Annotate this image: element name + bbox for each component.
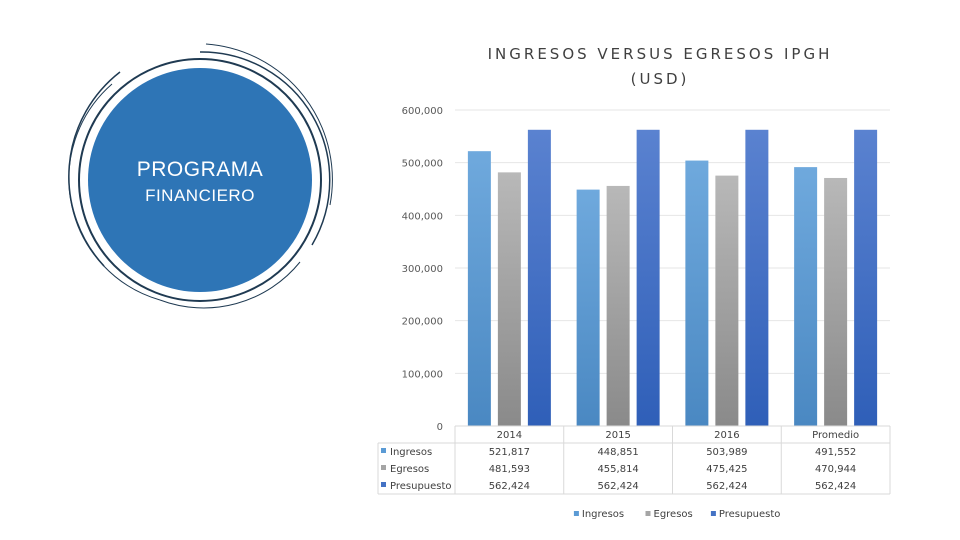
table-cell-value: 481,593 bbox=[489, 464, 530, 475]
legend-label: Presupuesto bbox=[719, 509, 781, 520]
table-cell-value: 562,424 bbox=[489, 481, 530, 492]
bar-egresos-2016 bbox=[715, 175, 739, 426]
table-cell-value: 562,424 bbox=[815, 481, 856, 492]
bar-ingresos-2014 bbox=[467, 151, 491, 426]
bar-egresos-promedio bbox=[824, 177, 848, 426]
table-cell-value: 562,424 bbox=[706, 481, 747, 492]
y-tick-label: 300,000 bbox=[402, 264, 443, 275]
bar-presupuesto-promedio bbox=[854, 129, 878, 426]
ring-arc-outer-right bbox=[205, 43, 333, 206]
y-tick-label: 0 bbox=[437, 422, 443, 433]
y-tick-label: 600,000 bbox=[402, 106, 443, 117]
table-cell-value: 470,944 bbox=[815, 464, 856, 475]
table-legend-key bbox=[381, 448, 386, 453]
chart-title: INGRESOS VERSUS EGRESOS IPGH (USD) bbox=[400, 42, 920, 92]
bar-ingresos-promedio bbox=[794, 167, 818, 426]
table-cell-value: 455,814 bbox=[597, 464, 638, 475]
y-tick-label: 100,000 bbox=[402, 369, 443, 380]
bar-presupuesto-2014 bbox=[527, 129, 551, 426]
chart-title-line1: INGRESOS VERSUS EGRESOS IPGH bbox=[487, 45, 833, 63]
legend-swatch bbox=[645, 511, 651, 516]
program-title-line2: FINANCIERO bbox=[145, 186, 255, 205]
program-title-line1: PROGRAMA bbox=[136, 158, 264, 181]
table-legend-key bbox=[381, 482, 386, 487]
legend-label: Egresos bbox=[654, 509, 693, 520]
program-title: PROGRAMA FINANCIERO bbox=[100, 158, 300, 206]
ring-inner bbox=[78, 58, 322, 302]
table-cell-value: 491,552 bbox=[815, 447, 856, 458]
ring-arc-bottom bbox=[159, 261, 301, 309]
table-cell-value: 475,425 bbox=[706, 464, 747, 475]
table-series-label: Egresos bbox=[390, 464, 429, 475]
table-cell-value: 503,989 bbox=[706, 447, 747, 458]
chart-title-line2: (USD) bbox=[630, 70, 690, 88]
table-legend-key bbox=[381, 465, 386, 470]
y-tick-label: 500,000 bbox=[402, 159, 443, 170]
table-series-label: Presupuesto bbox=[390, 481, 452, 492]
table-cell-value: 521,817 bbox=[489, 447, 530, 458]
category-label: Promedio bbox=[812, 430, 859, 441]
bar-ingresos-2016 bbox=[685, 160, 709, 426]
legend-swatch bbox=[573, 511, 579, 516]
category-label: 2015 bbox=[605, 430, 630, 441]
category-label: 2014 bbox=[497, 430, 522, 441]
table-series-label: Ingresos bbox=[390, 447, 432, 458]
bar-presupuesto-2015 bbox=[636, 129, 660, 426]
table-cell-value: 562,424 bbox=[597, 481, 638, 492]
ring-arc-inner-left bbox=[68, 83, 161, 301]
category-label: 2016 bbox=[714, 430, 739, 441]
bar-egresos-2014 bbox=[497, 172, 521, 426]
accent-circle bbox=[88, 68, 312, 292]
table-cell-value: 448,851 bbox=[597, 447, 638, 458]
y-tick-label: 400,000 bbox=[402, 211, 443, 222]
legend-swatch bbox=[710, 511, 716, 516]
bar-egresos-2015 bbox=[606, 185, 630, 426]
bar-ingresos-2015 bbox=[576, 189, 600, 426]
legend-label: Ingresos bbox=[582, 509, 624, 520]
ring-arc-right bbox=[199, 51, 331, 246]
y-tick-label: 200,000 bbox=[402, 317, 443, 328]
bar-presupuesto-2016 bbox=[745, 129, 769, 426]
